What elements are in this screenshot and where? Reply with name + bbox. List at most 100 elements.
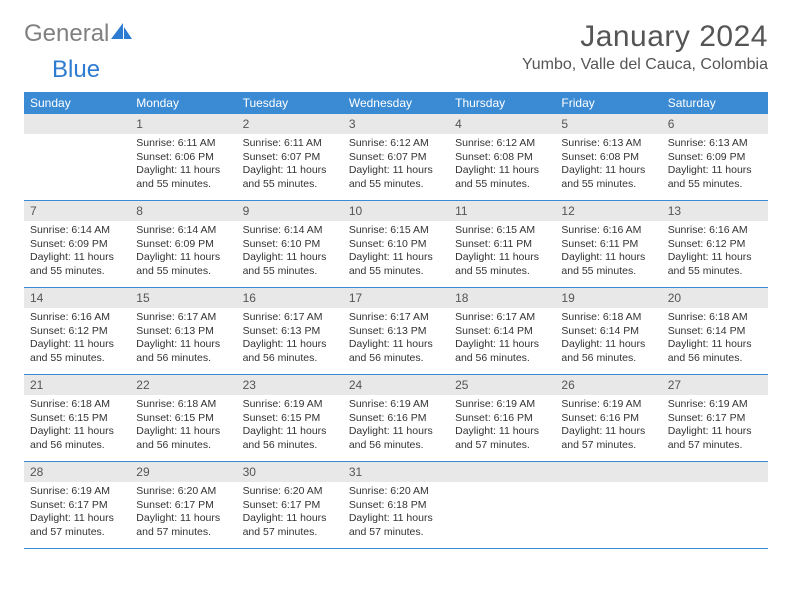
daylight-text: Daylight: 11 hours and 55 minutes. (349, 251, 443, 278)
weeks-container: 1Sunrise: 6:11 AMSunset: 6:06 PMDaylight… (24, 114, 768, 549)
day-number: 29 (130, 462, 236, 482)
day-number (449, 462, 555, 482)
calendar-page: General January 2024 Yumbo, Valle del Ca… (0, 0, 792, 569)
sunrise-text: Sunrise: 6:19 AM (349, 398, 443, 412)
sunset-text: Sunset: 6:15 PM (243, 412, 337, 426)
sunrise-text: Sunrise: 6:16 AM (561, 224, 655, 238)
day-cell: 21Sunrise: 6:18 AMSunset: 6:15 PMDayligh… (24, 375, 130, 461)
day-number: 13 (662, 201, 768, 221)
brand-part1: General (24, 20, 109, 48)
month-title: January 2024 (522, 20, 768, 54)
sunrise-text: Sunrise: 6:18 AM (136, 398, 230, 412)
sunrise-text: Sunrise: 6:11 AM (136, 137, 230, 151)
sunrise-text: Sunrise: 6:17 AM (243, 311, 337, 325)
sunset-text: Sunset: 6:06 PM (136, 151, 230, 165)
day-body: Sunrise: 6:11 AMSunset: 6:06 PMDaylight:… (130, 134, 236, 198)
daylight-text: Daylight: 11 hours and 56 minutes. (30, 425, 124, 452)
sunset-text: Sunset: 6:13 PM (349, 325, 443, 339)
daylight-text: Daylight: 11 hours and 55 minutes. (668, 251, 762, 278)
day-cell: 25Sunrise: 6:19 AMSunset: 6:16 PMDayligh… (449, 375, 555, 461)
day-cell: 20Sunrise: 6:18 AMSunset: 6:14 PMDayligh… (662, 288, 768, 374)
daylight-text: Daylight: 11 hours and 55 minutes. (243, 164, 337, 191)
day-number: 8 (130, 201, 236, 221)
week-row: 28Sunrise: 6:19 AMSunset: 6:17 PMDayligh… (24, 462, 768, 549)
day-body: Sunrise: 6:19 AMSunset: 6:15 PMDaylight:… (237, 395, 343, 459)
day-cell: 9Sunrise: 6:14 AMSunset: 6:10 PMDaylight… (237, 201, 343, 287)
day-cell: 5Sunrise: 6:13 AMSunset: 6:08 PMDaylight… (555, 114, 661, 200)
day-cell: 13Sunrise: 6:16 AMSunset: 6:12 PMDayligh… (662, 201, 768, 287)
day-number: 20 (662, 288, 768, 308)
day-body: Sunrise: 6:14 AMSunset: 6:09 PMDaylight:… (24, 221, 130, 285)
day-number (662, 462, 768, 482)
day-header-mon: Monday (130, 92, 236, 114)
sunrise-text: Sunrise: 6:18 AM (668, 311, 762, 325)
sunrise-text: Sunrise: 6:20 AM (349, 485, 443, 499)
daylight-text: Daylight: 11 hours and 56 minutes. (349, 425, 443, 452)
sunrise-text: Sunrise: 6:17 AM (455, 311, 549, 325)
daylight-text: Daylight: 11 hours and 55 minutes. (561, 164, 655, 191)
day-body: Sunrise: 6:19 AMSunset: 6:16 PMDaylight:… (555, 395, 661, 459)
day-number: 6 (662, 114, 768, 134)
day-header-sun: Sunday (24, 92, 130, 114)
day-body: Sunrise: 6:19 AMSunset: 6:17 PMDaylight:… (24, 482, 130, 546)
day-body: Sunrise: 6:18 AMSunset: 6:14 PMDaylight:… (662, 308, 768, 372)
day-body: Sunrise: 6:18 AMSunset: 6:15 PMDaylight:… (130, 395, 236, 459)
sunrise-text: Sunrise: 6:13 AM (668, 137, 762, 151)
day-cell: 17Sunrise: 6:17 AMSunset: 6:13 PMDayligh… (343, 288, 449, 374)
sunrise-text: Sunrise: 6:16 AM (668, 224, 762, 238)
day-cell: 7Sunrise: 6:14 AMSunset: 6:09 PMDaylight… (24, 201, 130, 287)
sunrise-text: Sunrise: 6:20 AM (136, 485, 230, 499)
sunset-text: Sunset: 6:12 PM (668, 238, 762, 252)
day-body: Sunrise: 6:16 AMSunset: 6:12 PMDaylight:… (662, 221, 768, 285)
day-number: 7 (24, 201, 130, 221)
day-body: Sunrise: 6:20 AMSunset: 6:18 PMDaylight:… (343, 482, 449, 546)
day-cell: 15Sunrise: 6:17 AMSunset: 6:13 PMDayligh… (130, 288, 236, 374)
day-cell: 28Sunrise: 6:19 AMSunset: 6:17 PMDayligh… (24, 462, 130, 548)
day-number: 28 (24, 462, 130, 482)
day-header-sat: Saturday (662, 92, 768, 114)
sunset-text: Sunset: 6:09 PM (136, 238, 230, 252)
day-cell: 4Sunrise: 6:12 AMSunset: 6:08 PMDaylight… (449, 114, 555, 200)
sunset-text: Sunset: 6:17 PM (30, 499, 124, 513)
sunset-text: Sunset: 6:17 PM (668, 412, 762, 426)
sunset-text: Sunset: 6:10 PM (243, 238, 337, 252)
day-cell: 19Sunrise: 6:18 AMSunset: 6:14 PMDayligh… (555, 288, 661, 374)
day-body: Sunrise: 6:18 AMSunset: 6:14 PMDaylight:… (555, 308, 661, 372)
sunset-text: Sunset: 6:08 PM (561, 151, 655, 165)
day-cell: 30Sunrise: 6:20 AMSunset: 6:17 PMDayligh… (237, 462, 343, 548)
sunset-text: Sunset: 6:14 PM (668, 325, 762, 339)
day-body: Sunrise: 6:17 AMSunset: 6:13 PMDaylight:… (130, 308, 236, 372)
sunset-text: Sunset: 6:13 PM (136, 325, 230, 339)
day-number: 19 (555, 288, 661, 308)
day-cell (24, 114, 130, 200)
sunrise-text: Sunrise: 6:19 AM (243, 398, 337, 412)
daylight-text: Daylight: 11 hours and 57 minutes. (561, 425, 655, 452)
daylight-text: Daylight: 11 hours and 57 minutes. (136, 512, 230, 539)
calendar-grid: Sunday Monday Tuesday Wednesday Thursday… (24, 92, 768, 549)
daylight-text: Daylight: 11 hours and 55 minutes. (349, 164, 443, 191)
day-cell: 11Sunrise: 6:15 AMSunset: 6:11 PMDayligh… (449, 201, 555, 287)
day-cell: 2Sunrise: 6:11 AMSunset: 6:07 PMDaylight… (237, 114, 343, 200)
day-cell: 6Sunrise: 6:13 AMSunset: 6:09 PMDaylight… (662, 114, 768, 200)
day-number: 2 (237, 114, 343, 134)
day-body: Sunrise: 6:15 AMSunset: 6:11 PMDaylight:… (449, 221, 555, 285)
day-number: 15 (130, 288, 236, 308)
day-cell: 14Sunrise: 6:16 AMSunset: 6:12 PMDayligh… (24, 288, 130, 374)
sunrise-text: Sunrise: 6:16 AM (30, 311, 124, 325)
day-cell: 10Sunrise: 6:15 AMSunset: 6:10 PMDayligh… (343, 201, 449, 287)
daylight-text: Daylight: 11 hours and 55 minutes. (136, 251, 230, 278)
day-body: Sunrise: 6:11 AMSunset: 6:07 PMDaylight:… (237, 134, 343, 198)
daylight-text: Daylight: 11 hours and 57 minutes. (349, 512, 443, 539)
day-number (555, 462, 661, 482)
day-body: Sunrise: 6:14 AMSunset: 6:09 PMDaylight:… (130, 221, 236, 285)
location-text: Yumbo, Valle del Cauca, Colombia (522, 56, 768, 74)
day-headers-row: Sunday Monday Tuesday Wednesday Thursday… (24, 92, 768, 114)
sunset-text: Sunset: 6:17 PM (136, 499, 230, 513)
sunset-text: Sunset: 6:11 PM (561, 238, 655, 252)
day-cell: 29 Sunrise: 6:20 AMSunset: 6:17 PMDayligh… (130, 462, 236, 548)
day-number: 10 (343, 201, 449, 221)
sunrise-text: Sunrise: 6:19 AM (668, 398, 762, 412)
day-body: Sunrise: 6:17 AMSunset: 6:14 PMDaylight:… (449, 308, 555, 372)
day-header-thu: Thursday (449, 92, 555, 114)
daylight-text: Daylight: 11 hours and 55 minutes. (455, 164, 549, 191)
